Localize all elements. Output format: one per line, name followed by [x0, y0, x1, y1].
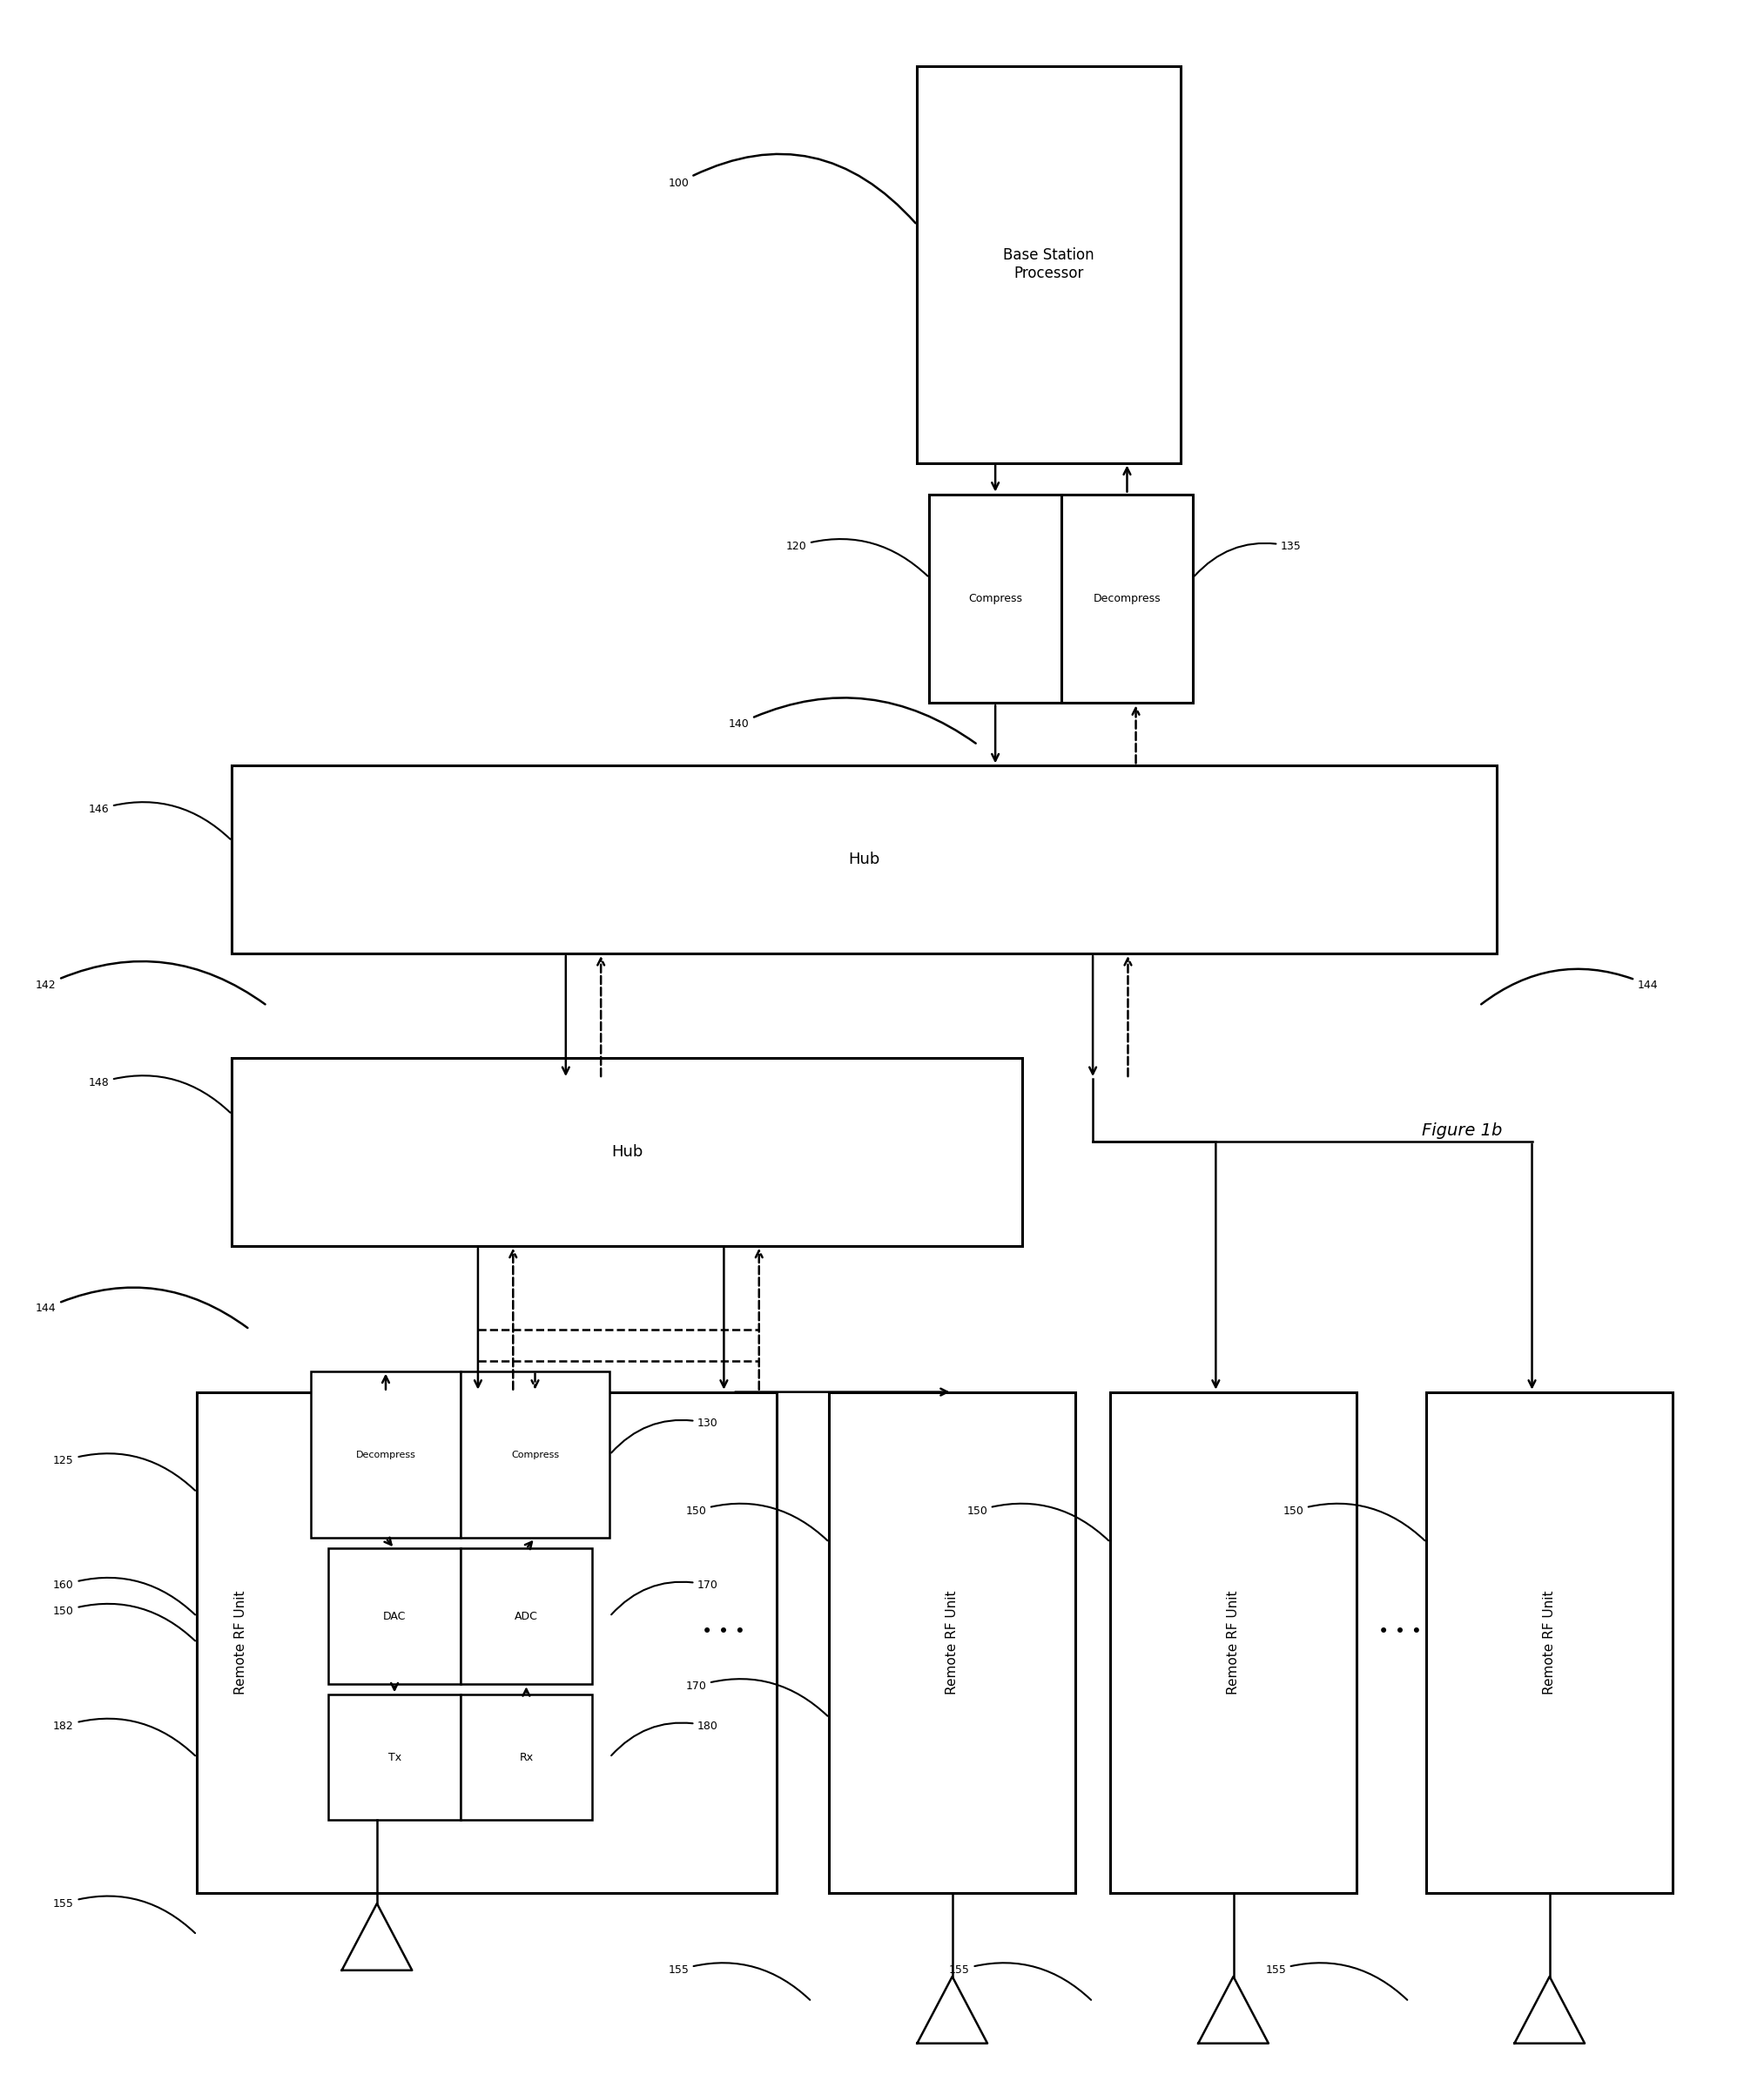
FancyBboxPatch shape [460, 1548, 593, 1684]
Text: 144: 144 [35, 1288, 247, 1328]
FancyBboxPatch shape [328, 1548, 460, 1684]
FancyBboxPatch shape [233, 1058, 1023, 1247]
Text: 150: 150 [53, 1605, 196, 1640]
Text: 160: 160 [53, 1578, 196, 1615]
Text: Decompress: Decompress [356, 1450, 416, 1458]
Text: Base Station
Processor: Base Station Processor [1004, 247, 1094, 281]
Text: DAC: DAC [383, 1611, 406, 1622]
Text: 144: 144 [1482, 970, 1658, 1004]
FancyBboxPatch shape [829, 1391, 1076, 1894]
Text: Remote RF Unit: Remote RF Unit [235, 1590, 247, 1695]
FancyBboxPatch shape [930, 494, 1062, 704]
Text: Remote RF Unit: Remote RF Unit [1544, 1590, 1556, 1695]
Text: 150: 150 [967, 1504, 1108, 1540]
Text: 142: 142 [35, 962, 265, 1004]
Text: 148: 148 [88, 1075, 231, 1112]
Text: 155: 155 [53, 1896, 196, 1934]
Text: 100: 100 [669, 155, 916, 224]
FancyBboxPatch shape [1110, 1391, 1357, 1894]
Text: 182: 182 [53, 1718, 196, 1756]
Text: 150: 150 [1282, 1504, 1425, 1540]
Text: 155: 155 [949, 1963, 1092, 2001]
Text: 125: 125 [53, 1454, 196, 1490]
Text: • • •: • • • [702, 1624, 746, 1640]
Text: 146: 146 [88, 802, 231, 840]
FancyBboxPatch shape [1062, 494, 1192, 704]
Text: 150: 150 [686, 1504, 827, 1540]
FancyBboxPatch shape [460, 1370, 610, 1538]
FancyBboxPatch shape [328, 1695, 460, 1821]
Text: Remote RF Unit: Remote RF Unit [1226, 1590, 1240, 1695]
Text: Remote RF Unit: Remote RF Unit [946, 1590, 960, 1695]
Text: Hub: Hub [848, 853, 880, 867]
Text: Compress: Compress [968, 593, 1023, 603]
Text: Compress: Compress [512, 1450, 559, 1458]
Text: 170: 170 [612, 1580, 718, 1615]
Text: Hub: Hub [612, 1144, 644, 1161]
Text: Figure 1b: Figure 1b [1422, 1123, 1501, 1140]
Text: 155: 155 [669, 1963, 810, 2001]
Text: 130: 130 [612, 1418, 718, 1452]
Text: Decompress: Decompress [1094, 593, 1161, 603]
Text: Tx: Tx [388, 1751, 400, 1764]
Text: 180: 180 [612, 1720, 718, 1756]
FancyBboxPatch shape [460, 1695, 593, 1821]
Text: 140: 140 [729, 698, 975, 744]
Text: • • •: • • • [1378, 1624, 1422, 1640]
Text: 170: 170 [686, 1678, 827, 1716]
Text: 155: 155 [1265, 1963, 1408, 2001]
FancyBboxPatch shape [233, 765, 1498, 953]
Text: 135: 135 [1194, 541, 1302, 576]
Text: Rx: Rx [519, 1751, 533, 1764]
FancyBboxPatch shape [1427, 1391, 1672, 1894]
FancyBboxPatch shape [310, 1370, 460, 1538]
FancyBboxPatch shape [917, 67, 1180, 463]
Text: 120: 120 [785, 538, 928, 576]
Text: ADC: ADC [515, 1611, 538, 1622]
FancyBboxPatch shape [198, 1391, 776, 1894]
